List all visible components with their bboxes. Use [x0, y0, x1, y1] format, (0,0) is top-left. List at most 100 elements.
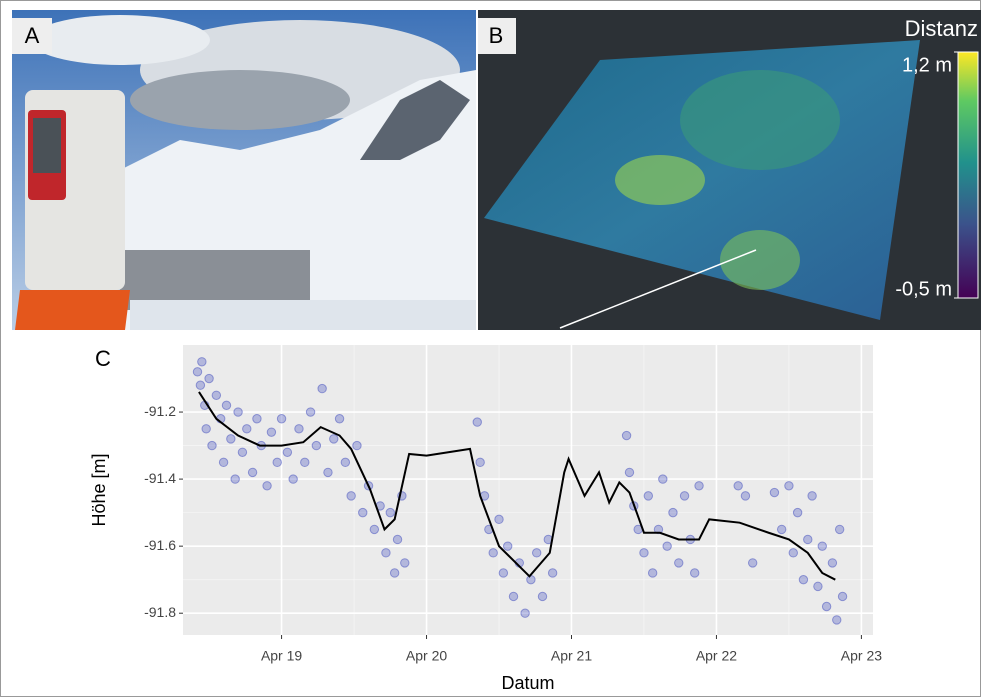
colorbar-label: -0,5 m [895, 278, 952, 300]
x-tick-label: Apr 22 [696, 648, 737, 664]
data-point [499, 569, 507, 577]
data-point [273, 458, 281, 466]
y-tick-label: -91.6 [144, 537, 176, 553]
x-tick-label: Apr 21 [551, 648, 592, 664]
data-point [777, 525, 785, 533]
data-point [828, 559, 836, 567]
data-point [231, 475, 239, 483]
data-point [248, 468, 256, 476]
data-point [212, 391, 220, 399]
data-point [818, 542, 826, 550]
data-point [198, 358, 206, 366]
data-point [532, 549, 540, 557]
data-point [386, 508, 394, 516]
data-point [691, 569, 699, 577]
data-point [793, 508, 801, 516]
data-point [370, 525, 378, 533]
data-point [644, 492, 652, 500]
data-point [473, 418, 481, 426]
data-point [283, 448, 291, 456]
data-point [393, 535, 401, 543]
data-point [253, 415, 261, 423]
data-point [822, 602, 830, 610]
data-point [238, 448, 246, 456]
data-point [835, 525, 843, 533]
data-point [289, 475, 297, 483]
x-tick-label: Apr 20 [406, 648, 447, 664]
data-point [741, 492, 749, 500]
data-point [648, 569, 656, 577]
data-point [401, 559, 409, 567]
data-point [625, 468, 633, 476]
data-point [622, 431, 630, 439]
data-point [808, 492, 816, 500]
data-point [748, 559, 756, 567]
data-point [476, 458, 484, 466]
data-point [205, 374, 213, 382]
data-point [359, 508, 367, 516]
data-point [814, 582, 822, 590]
data-point [669, 508, 677, 516]
data-point [833, 616, 841, 624]
data-point [548, 569, 556, 577]
data-point [335, 415, 343, 423]
panel-label: B [489, 23, 504, 48]
data-point [659, 475, 667, 483]
data-point [799, 575, 807, 583]
data-point [770, 488, 778, 496]
data-point [509, 592, 517, 600]
data-point [301, 458, 309, 466]
data-point [663, 542, 671, 550]
data-point [318, 384, 326, 392]
x-tick-label: Apr 23 [841, 648, 882, 664]
data-point [263, 482, 271, 490]
data-point [219, 458, 227, 466]
data-point [267, 428, 275, 436]
data-point [695, 482, 703, 490]
data-point [196, 381, 204, 389]
colorbar-title: Distanz [905, 16, 978, 41]
data-point [504, 542, 512, 550]
data-point [640, 549, 648, 557]
y-axis-title: Höhe [m] [89, 453, 109, 526]
data-point [222, 401, 230, 409]
panel-label: C [95, 346, 111, 371]
data-point [680, 492, 688, 500]
colorbar-label: 1,2 m [902, 54, 952, 76]
data-point [208, 441, 216, 449]
data-point [312, 441, 320, 449]
data-point [277, 415, 285, 423]
y-tick-label: -91.2 [144, 403, 176, 419]
data-point [227, 435, 235, 443]
data-point [785, 482, 793, 490]
data-point [838, 592, 846, 600]
photo-panel-a [12, 10, 476, 330]
data-point [234, 408, 242, 416]
data-point [390, 569, 398, 577]
data-point [341, 458, 349, 466]
x-axis-title: Datum [501, 673, 554, 693]
data-point [734, 482, 742, 490]
plot-background [183, 345, 873, 635]
data-point [538, 592, 546, 600]
y-tick-label: -91.4 [144, 470, 176, 486]
data-point [330, 435, 338, 443]
data-point [495, 515, 503, 523]
data-point [675, 559, 683, 567]
panel-label: A [25, 23, 40, 48]
x-tick-label: Apr 19 [261, 648, 302, 664]
data-point [489, 549, 497, 557]
data-point [193, 368, 201, 376]
data-point [527, 575, 535, 583]
data-point [521, 609, 529, 617]
data-point [347, 492, 355, 500]
data-point [324, 468, 332, 476]
data-point [804, 535, 812, 543]
data-point [353, 441, 361, 449]
y-tick-label: -91.8 [144, 604, 176, 620]
data-point [243, 425, 251, 433]
figure: A B Distanz C Höhe [m] Datum 1,2 m -0,5 m… [0, 0, 981, 697]
data-point [789, 549, 797, 557]
data-point [382, 549, 390, 557]
data-point [295, 425, 303, 433]
